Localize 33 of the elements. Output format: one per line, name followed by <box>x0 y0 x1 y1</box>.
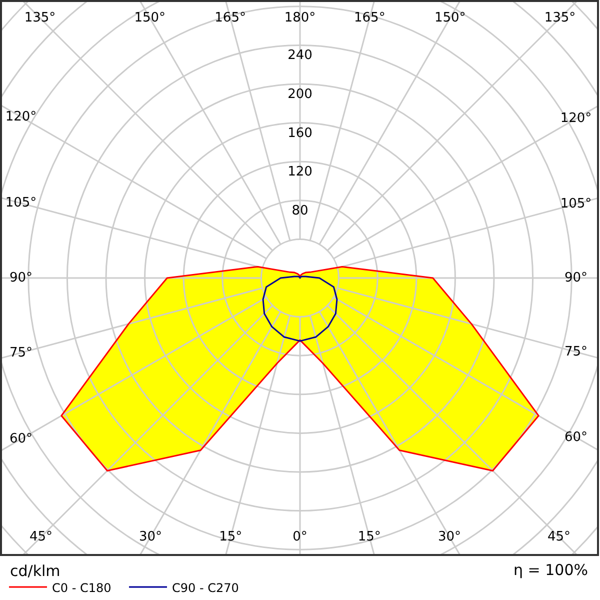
y-tick-label: 200 <box>288 87 312 102</box>
spoke-label: 30° <box>438 530 462 544</box>
spoke-label: 75° <box>564 344 588 360</box>
spoke-label: 135° <box>24 10 56 26</box>
text: cd/klm <box>10 562 60 580</box>
spoke-label: 105° <box>5 196 37 211</box>
spoke-label: 105° <box>560 196 592 212</box>
spoke-label: 90° <box>9 270 33 286</box>
spoke-label: 90° <box>564 270 588 286</box>
spoke-label: 135° <box>544 10 576 26</box>
y-tick-label: 240 <box>288 48 312 64</box>
spoke-label: 60° <box>564 430 588 445</box>
spoke-label: 120° <box>5 109 37 124</box>
legend-label: C90 - C270 <box>172 581 239 595</box>
y-tick-label: 120 <box>288 164 312 180</box>
spoke-label: 150° <box>134 10 166 26</box>
spoke-label: 165° <box>214 10 246 26</box>
spoke-label: 15° <box>219 530 242 544</box>
spoke-label: 45° <box>29 530 53 544</box>
y-tick-label: 160 <box>288 126 312 141</box>
text: η = 100% <box>514 561 588 579</box>
y-tick-label: 80 <box>292 203 308 218</box>
spoke-label: 180° <box>284 10 316 26</box>
spoke-label: 0° <box>292 530 308 544</box>
spoke-label: 60° <box>9 432 33 447</box>
spoke-label: 165° <box>354 10 386 26</box>
spoke-label: 75° <box>9 345 33 360</box>
spoke-label: 30° <box>138 530 162 544</box>
legend-label: C0 - C180 <box>52 581 112 595</box>
spoke-label: 120° <box>560 111 592 126</box>
spoke-label: 15° <box>358 530 381 544</box>
spoke-label: 150° <box>434 10 466 26</box>
spoke-label: 45° <box>547 530 571 544</box>
